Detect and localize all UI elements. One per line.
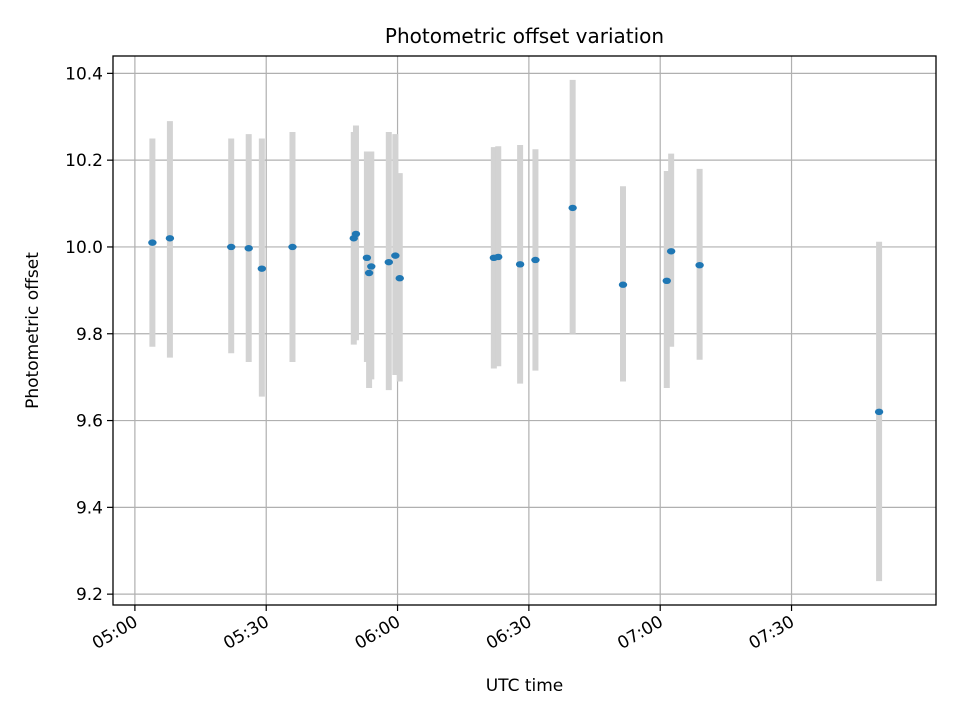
y-tick-label: 10.2 [65, 151, 103, 171]
x-axis-label: UTC time [486, 676, 564, 696]
data-point [165, 235, 175, 242]
y-tick-label: 10.0 [65, 238, 103, 258]
data-point [395, 275, 404, 282]
data-point [568, 204, 577, 212]
y-tick-label: 9.6 [76, 412, 103, 432]
y-tick-label: 9.8 [76, 325, 103, 345]
y-tick-label: 9.2 [76, 585, 103, 605]
data-point [384, 258, 393, 266]
data-point [351, 230, 361, 238]
chart-title: Photometric offset variation [385, 24, 664, 48]
data-point [531, 256, 540, 264]
data-point [226, 243, 236, 251]
data-point [244, 245, 253, 252]
data-point [695, 261, 704, 269]
data-point [874, 408, 884, 416]
data-point [662, 277, 671, 285]
y-tick-label: 10.4 [65, 64, 103, 84]
data-point [391, 252, 400, 259]
data-point [666, 248, 676, 255]
data-point [362, 254, 372, 262]
data-point [288, 243, 297, 251]
y-tick-label: 9.4 [76, 498, 103, 518]
y-axis-ticks: 9.2 9.4 9.6 9.8 10.0 10.2 10.4 [65, 64, 113, 605]
data-point [148, 239, 157, 246]
data-point [618, 281, 628, 288]
data-point [494, 253, 503, 261]
data-point [367, 263, 376, 270]
plot-frame [112, 55, 937, 606]
y-axis-label: Photometric offset [23, 252, 43, 409]
data-point [257, 265, 267, 272]
data-point [364, 269, 374, 277]
data-markers [148, 204, 884, 416]
data-point [515, 261, 525, 268]
